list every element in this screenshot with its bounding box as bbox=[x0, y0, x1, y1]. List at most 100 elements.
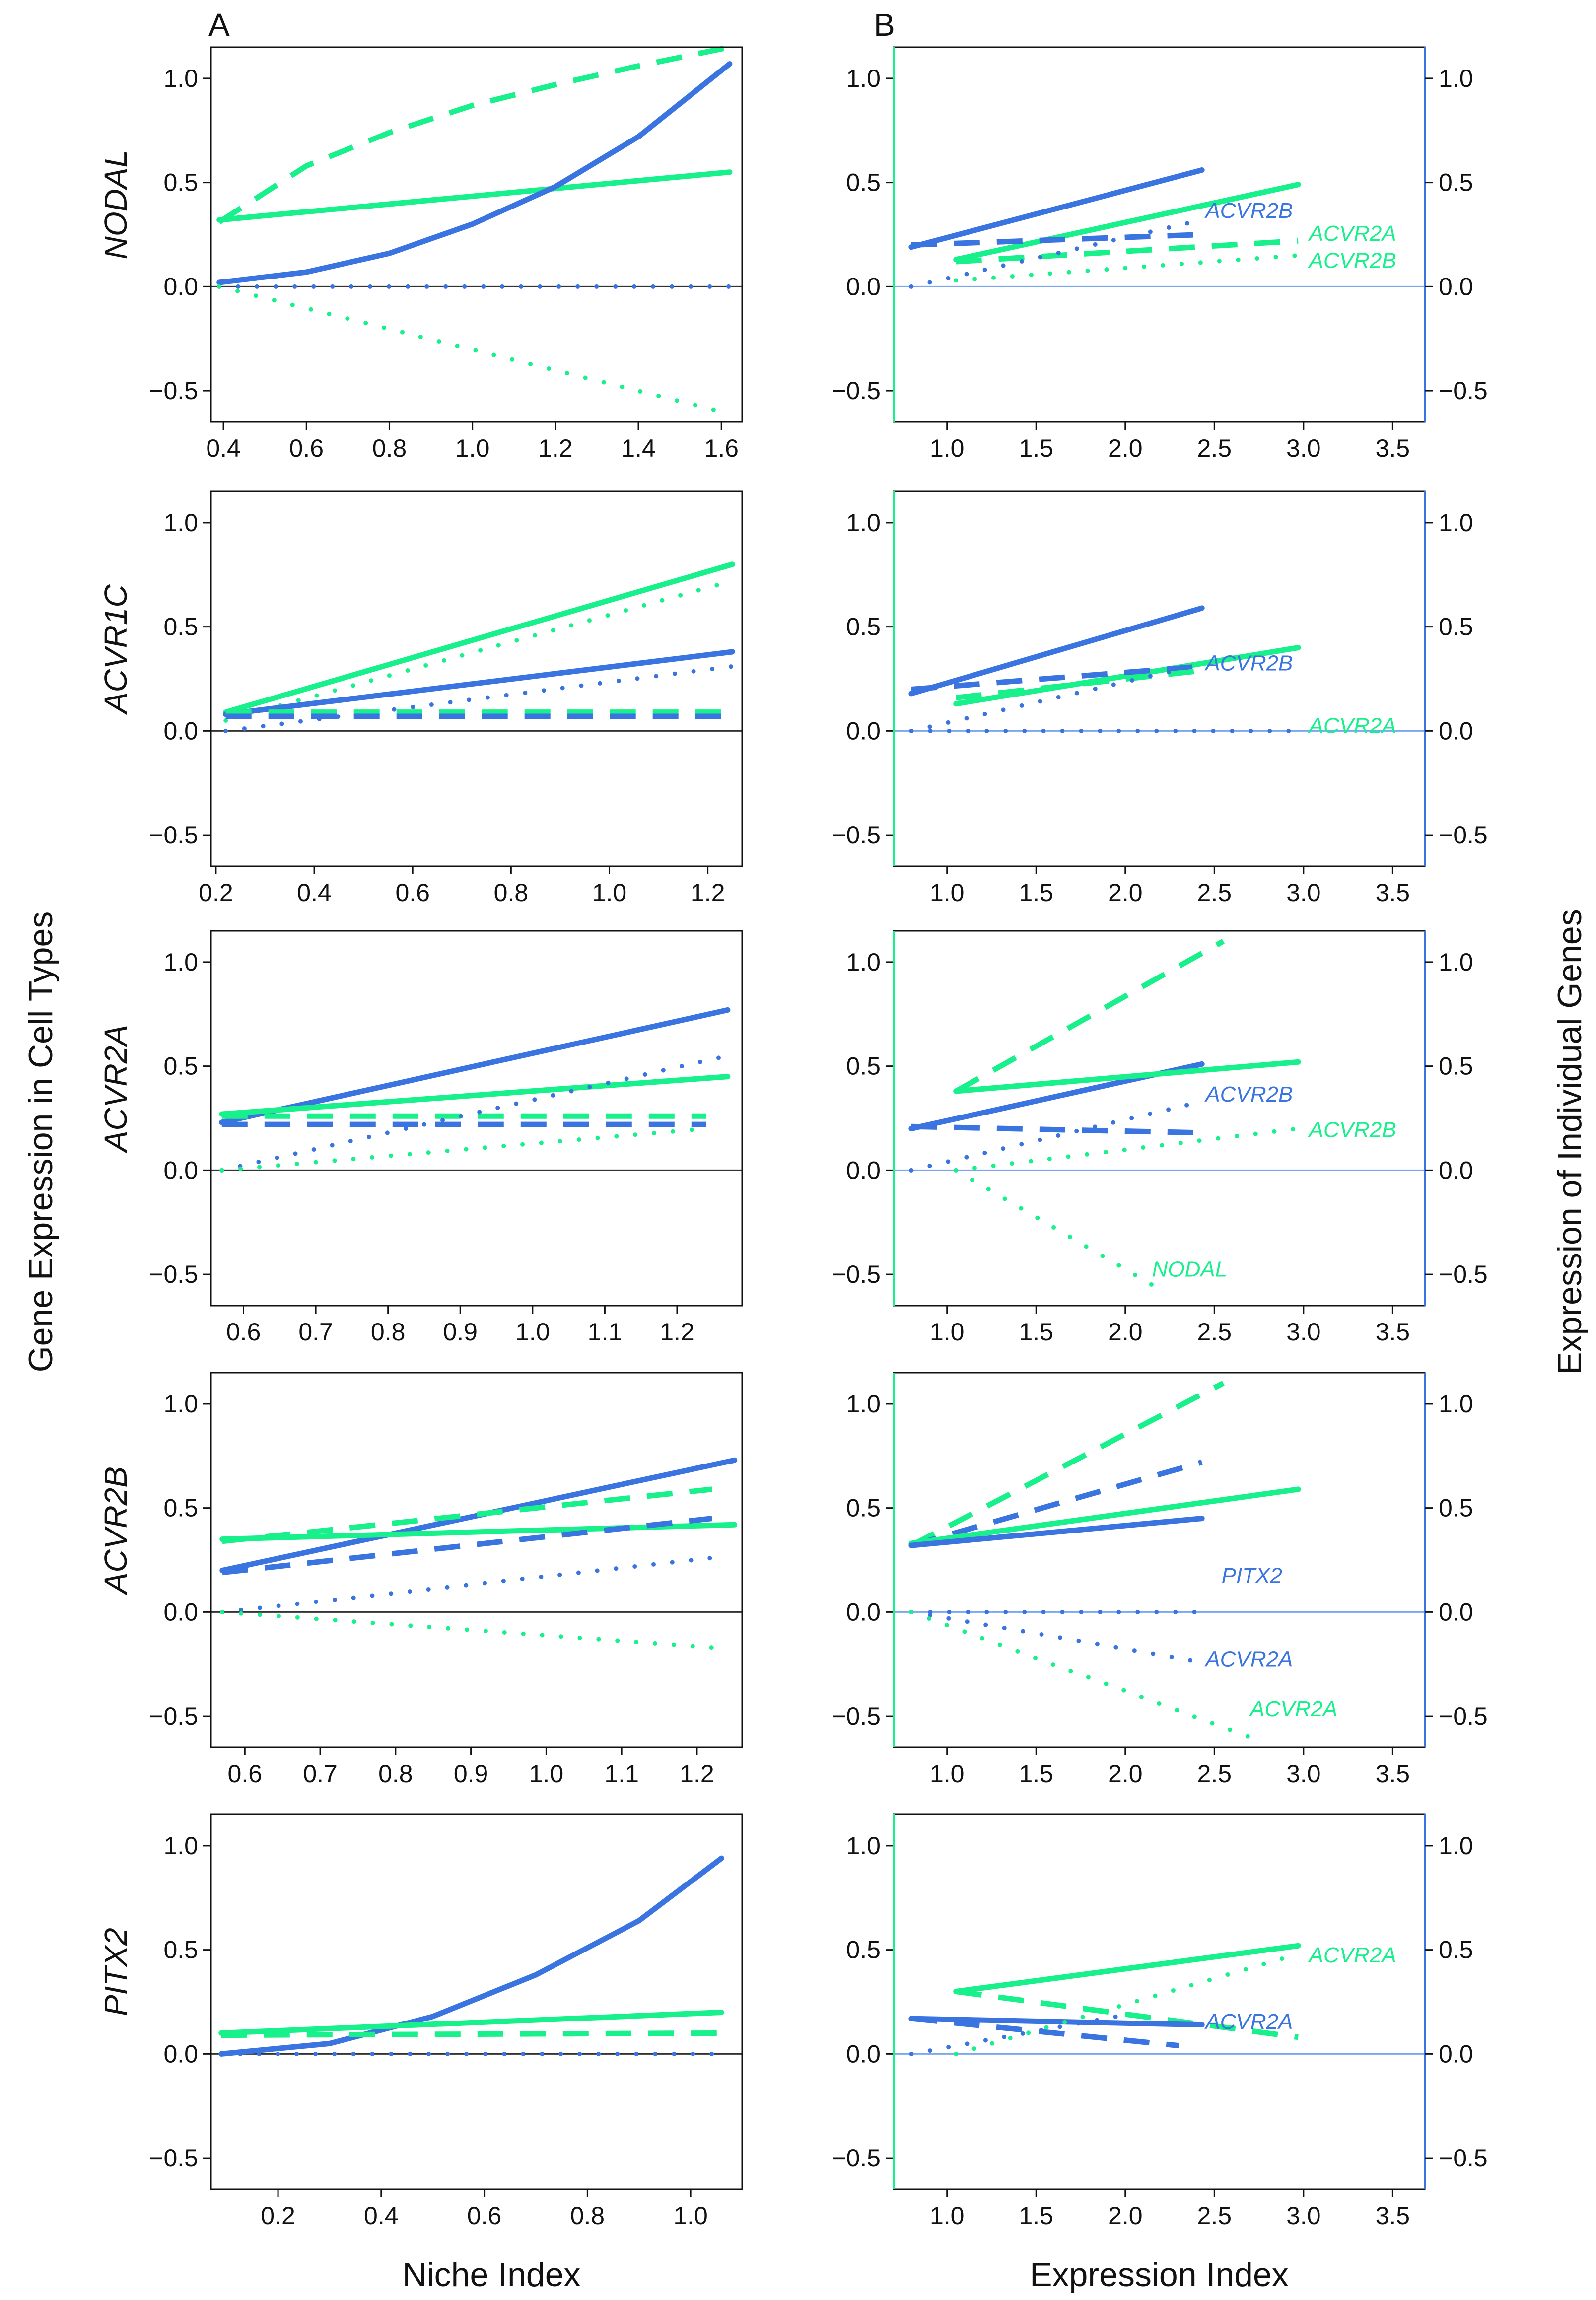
y-tick-label: 0.5 bbox=[163, 169, 198, 197]
y2-tick-label: 1.0 bbox=[1439, 1832, 1473, 1860]
x-tick-label: 0.8 bbox=[372, 434, 407, 462]
y2-tick-label: 0.0 bbox=[1439, 1598, 1473, 1626]
chart-panel-b5: ACVR2A ACVR2A 1.0 0.5 0.0 −0.5 1.0 0.5 0.0 −0.5 1.… bbox=[832, 1813, 1488, 2230]
plot-frame bbox=[210, 930, 743, 1307]
series-line-green-dotted bbox=[954, 253, 1301, 283]
y2-tick-label: 1.0 bbox=[1439, 65, 1473, 92]
y-tick-label: −0.5 bbox=[149, 2144, 198, 2172]
x-tick-label: 1.1 bbox=[604, 1760, 639, 1788]
series-line-green-dashed bbox=[955, 1989, 1299, 2040]
series-label: ACVR2A bbox=[1308, 714, 1396, 738]
y-tick-label: 1.0 bbox=[846, 509, 881, 537]
series-line-blue-dotted bbox=[909, 662, 1204, 733]
x-tick-label: 1.5 bbox=[1019, 1760, 1053, 1788]
x-tick-label: 1.0 bbox=[592, 879, 627, 906]
y-tick-label: 1.0 bbox=[846, 65, 881, 92]
x-tick-label: 3.5 bbox=[1376, 434, 1410, 462]
y-tick-label: 1.0 bbox=[846, 1390, 881, 1418]
x-tick-label: 2.5 bbox=[1197, 1760, 1232, 1788]
x-tick-label: 0.2 bbox=[199, 879, 233, 906]
x-tick-label: 0.9 bbox=[443, 1318, 478, 1346]
x-tick-label: 0.9 bbox=[454, 1760, 488, 1788]
x-tick-label: 0.2 bbox=[261, 2202, 295, 2230]
series-line-blue-solid bbox=[908, 167, 1205, 250]
x-tick-label: 1.0 bbox=[930, 434, 965, 462]
series-line-blue-solid bbox=[216, 61, 733, 285]
series-line-blue-solid bbox=[908, 1516, 1205, 1548]
y-tick-label: 0.0 bbox=[163, 717, 198, 745]
chart-panel-a2: 1.0 0.5 0.0 −0.5 ACVR1C 0.2 0.4 0.6 0.8 1.0 1.2 bbox=[98, 490, 743, 906]
series-line-blue-dotted bbox=[909, 217, 1204, 289]
series-line-green-solid bbox=[216, 169, 733, 223]
row-label: ACVR2A bbox=[98, 1025, 134, 1154]
x-tick-label: 0.6 bbox=[289, 434, 324, 462]
y-tick-label: 0.5 bbox=[163, 613, 198, 641]
x-tick-label: 2.0 bbox=[1108, 879, 1143, 906]
y-tick-label: 0.5 bbox=[846, 1936, 881, 1964]
series-line-blue-dashed bbox=[911, 2016, 1180, 2049]
series-line-green-dotted bbox=[223, 578, 735, 723]
series-line-blue-dotted bbox=[909, 1609, 1204, 1665]
x-tick-label: 0.4 bbox=[297, 879, 332, 906]
y2-tick-label: 0.5 bbox=[1439, 1936, 1473, 1964]
y-tick-label: −0.5 bbox=[149, 1702, 198, 1730]
x-tick-label: 0.4 bbox=[364, 2202, 399, 2230]
x-tick-label: 2.0 bbox=[1108, 1760, 1143, 1788]
chart-panel-b2: ACVR2B ACVR2A 1.0 0.5 0.0 −0.5 1.0 0.5 0.0 −0.5 1.… bbox=[832, 490, 1488, 906]
y-tick-label: 0.0 bbox=[163, 1156, 198, 1184]
x-tick-label: 3.0 bbox=[1286, 1760, 1321, 1788]
x-tick-label: 0.6 bbox=[228, 1760, 263, 1788]
x-tick-label: 0.8 bbox=[570, 2202, 605, 2230]
right-x-axis-title: Expression Index bbox=[1030, 2256, 1289, 2294]
x-tick-label: 3.0 bbox=[1286, 879, 1321, 906]
y-tick-label: −0.5 bbox=[149, 377, 198, 405]
x-tick-label: 2.0 bbox=[1108, 1318, 1143, 1346]
x-tick-label: 2.5 bbox=[1197, 879, 1232, 906]
chart-panel-a1: 1.0 0.5 0.0 −0.5 NODAL 0.4 0.6 0.8 1.0 1.2 1.4 1.6 bbox=[98, 44, 743, 462]
y-tick-label: 1.0 bbox=[163, 1390, 198, 1418]
y-tick-label: 0.0 bbox=[846, 1156, 881, 1184]
series-label: ACVR2B bbox=[1204, 199, 1293, 223]
series-line-blue-solid bbox=[908, 605, 1205, 697]
x-tick-label: 2.5 bbox=[1197, 2202, 1232, 2230]
x-tick-label: 2.5 bbox=[1197, 1318, 1232, 1346]
chart-panel-a5: 1.0 0.5 0.0 −0.5 PITX2 0.2 0.4 0.6 0.8 1.0 bbox=[98, 1813, 743, 2230]
y-tick-label: 1.0 bbox=[163, 1832, 198, 1860]
x-tick-label: 0.8 bbox=[378, 1760, 413, 1788]
series-line-green-dashed bbox=[217, 44, 731, 224]
x-tick-label: 1.2 bbox=[660, 1318, 694, 1346]
y-tick-label: 0.0 bbox=[846, 1598, 881, 1626]
x-tick-label: 1.6 bbox=[704, 434, 739, 462]
y-tick-label: 1.0 bbox=[163, 509, 198, 537]
x-tick-label: 3.5 bbox=[1376, 1318, 1410, 1346]
left-y-axis-title: Gene Expression in Cell Types bbox=[22, 911, 60, 1373]
series-line-green-solid bbox=[953, 645, 1301, 707]
x-tick-label: 0.6 bbox=[226, 1318, 261, 1346]
y-tick-label: 0.0 bbox=[846, 717, 881, 745]
chart-panel-b4: PITX2 ACVR2A ACVR2A 1.0 0.5 0.0 −0.5 1.0 0.5 0.0 −… bbox=[832, 1372, 1488, 1788]
series-label: PITX2 bbox=[1222, 1564, 1282, 1588]
series-line-green-dotted bbox=[909, 1609, 1252, 1740]
series-label: ACVR2B bbox=[1204, 651, 1293, 676]
x-tick-label: 1.2 bbox=[680, 1760, 714, 1788]
y2-tick-label: 0.5 bbox=[1439, 1052, 1473, 1080]
y-tick-label: −0.5 bbox=[832, 1702, 881, 1730]
x-tick-label: 2.5 bbox=[1197, 434, 1232, 462]
series-line-blue-dashed bbox=[910, 1460, 1203, 1548]
series-line-blue-solid bbox=[908, 2016, 1205, 2028]
series-line-blue-solid bbox=[219, 1007, 731, 1125]
series-label: ACVR2A bbox=[1204, 2010, 1293, 2034]
chart-panel-b3: ACVR2B ACVR2B NODAL 1.0 0.5 0.0 −0.5 1.0 0.5 0.0 −… bbox=[832, 930, 1488, 1346]
x-tick-label: 2.0 bbox=[1108, 434, 1143, 462]
y2-tick-label: 0.0 bbox=[1439, 1156, 1473, 1184]
x-tick-label: 3.0 bbox=[1286, 2202, 1321, 2230]
chart-panel-a4: 1.0 0.5 0.0 −0.5 ACVR2B 0.6 0.7 0.8 0.9 1.0 1.1 1.2 bbox=[98, 1372, 743, 1788]
y2-tick-label: 0.0 bbox=[1439, 717, 1473, 745]
y-tick-label: 0.0 bbox=[846, 2040, 881, 2068]
y-tick-label: 0.5 bbox=[163, 1936, 198, 1964]
x-tick-label: 1.0 bbox=[930, 1760, 965, 1788]
series-line-green-dashed bbox=[956, 238, 1299, 265]
x-tick-label: 3.0 bbox=[1286, 434, 1321, 462]
y-tick-label: −0.5 bbox=[149, 1260, 198, 1288]
